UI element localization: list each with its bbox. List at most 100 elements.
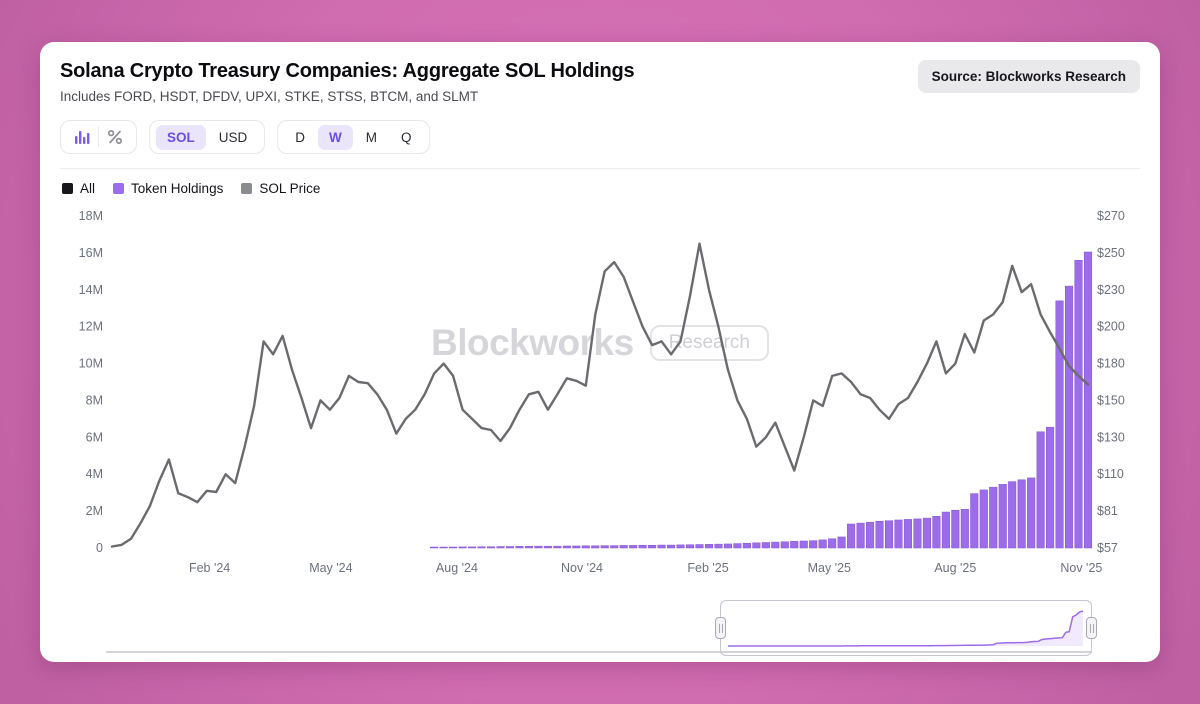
right-axis-tick: $130 [1097,430,1125,444]
holdings-bar[interactable] [809,540,818,549]
legend-item-all[interactable]: All [62,181,95,196]
holdings-bar[interactable] [430,546,439,549]
holdings-bar[interactable] [1036,431,1045,549]
holdings-bar[interactable] [714,543,723,549]
holdings-bar[interactable] [998,484,1007,549]
holdings-bar[interactable] [780,541,789,549]
scrollbar-track[interactable] [106,651,1092,653]
navigator-right-handle[interactable] [1086,617,1097,639]
holdings-bar[interactable] [486,546,496,549]
holdings-bar[interactable] [941,511,950,549]
holdings-bar[interactable] [439,546,448,549]
holdings-bar[interactable] [581,545,590,549]
holdings-bar[interactable] [619,545,628,549]
holdings-bar[interactable] [572,545,581,549]
holdings-bar[interactable] [1017,479,1026,549]
holdings-bar[interactable] [818,539,827,549]
holdings-bar[interactable] [1046,426,1055,549]
holdings-bar[interactable] [553,545,562,549]
holdings-bar[interactable] [960,509,969,549]
holdings-bar[interactable] [742,542,751,549]
period-w-button[interactable]: W [318,124,353,150]
legend-swatch-all [62,183,73,194]
holdings-bar[interactable] [468,546,477,549]
holdings-bar[interactable] [648,544,657,549]
navigator-series-line [728,610,1084,647]
holdings-bar[interactable] [458,546,467,549]
holdings-bar[interactable] [638,544,647,549]
holdings-bar[interactable] [970,493,979,549]
legend-item-token-holdings[interactable]: Token Holdings [113,181,223,196]
right-axis-tick: $81 [1097,504,1118,518]
x-axis-tick: Nov '25 [1060,561,1102,575]
navigator-left-handle[interactable] [715,617,726,639]
holdings-bar[interactable] [695,544,704,549]
holdings-bar[interactable] [1027,477,1036,549]
holdings-bar[interactable] [610,545,619,549]
holdings-bar[interactable] [903,519,912,549]
holdings-bar[interactable] [685,544,695,549]
holdings-bar[interactable] [828,538,837,549]
holdings-bar[interactable] [799,540,808,549]
period-d-button[interactable]: D [284,125,316,150]
main-chart[interactable]: 0 2M 4M 6M 8M 10M 12M 14M 16M 18M $57 $81 $110 $130 $1… [60,204,1140,584]
holdings-bar[interactable] [856,522,865,549]
percent-change-icon[interactable] [99,123,131,151]
bar-chart-icon[interactable] [66,123,98,151]
holdings-bar[interactable] [515,546,524,549]
holdings-bar[interactable] [913,518,922,549]
holdings-bar[interactable] [989,486,998,549]
holdings-bar[interactable] [629,545,638,549]
chart-card: Solana Crypto Treasury Companies: Aggreg… [40,42,1160,662]
holdings-bar[interactable] [932,516,941,549]
range-navigator[interactable] [715,600,1097,656]
period-m-button[interactable]: M [355,125,388,150]
holdings-bar[interactable] [524,546,533,549]
period-q-button[interactable]: Q [390,125,423,150]
holdings-bar[interactable] [1008,481,1017,549]
holdings-bar[interactable] [752,542,761,549]
x-axis-tick: Feb '25 [687,561,728,575]
holdings-bar[interactable] [1083,251,1093,549]
x-axis-tick: May '24 [309,561,352,575]
holdings-bar[interactable] [534,545,543,549]
navigator-mini-chart [728,610,1084,647]
holdings-bar[interactable] [875,521,884,549]
holdings-bar[interactable] [733,543,742,549]
percent-change-icon-glyph [107,129,123,145]
holdings-bar[interactable] [837,536,846,549]
holdings-bar[interactable] [496,546,505,549]
holdings-bar[interactable] [723,543,732,549]
holdings-bar[interactable] [922,517,931,549]
holdings-bar[interactable] [543,545,552,549]
currency-usd-button[interactable]: USD [208,125,259,150]
holdings-bar[interactable] [894,519,903,549]
holdings-bar[interactable] [847,523,856,549]
holdings-bar[interactable] [449,546,458,549]
currency-sol-button[interactable]: SOL [156,124,206,150]
holdings-bar[interactable] [505,546,515,549]
holdings-bar[interactable] [790,541,799,549]
holdings-bar[interactable] [866,521,875,549]
holdings-bar[interactable] [951,509,960,549]
legend-swatch-token-holdings [113,183,125,194]
legend-item-sol-price[interactable]: SOL Price [241,181,320,196]
holdings-bar[interactable] [979,489,988,549]
holdings-bar[interactable] [1055,300,1064,549]
holdings-bar[interactable] [676,544,685,549]
holdings-bar[interactable] [667,544,676,549]
holdings-bar[interactable] [657,544,666,549]
holdings-bar[interactable] [562,545,571,549]
holdings-bar[interactable] [761,542,770,549]
holdings-bar[interactable] [704,544,714,549]
holdings-bar[interactable] [591,545,600,549]
holdings-bar[interactable] [771,541,780,549]
holdings-bar[interactable] [600,545,609,549]
holdings-bar[interactable] [477,546,486,549]
chart-type-group [60,120,137,154]
holdings-bar[interactable] [1074,260,1083,549]
holdings-bar[interactable] [884,520,894,549]
left-axis-tick: 0 [96,541,103,555]
holdings-bar[interactable] [1065,285,1074,549]
